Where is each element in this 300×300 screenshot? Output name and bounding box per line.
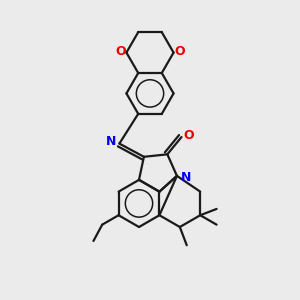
Text: N: N xyxy=(105,135,116,148)
Text: N: N xyxy=(181,171,191,184)
Text: O: O xyxy=(116,46,126,59)
Text: O: O xyxy=(174,46,184,59)
Text: O: O xyxy=(183,129,194,142)
